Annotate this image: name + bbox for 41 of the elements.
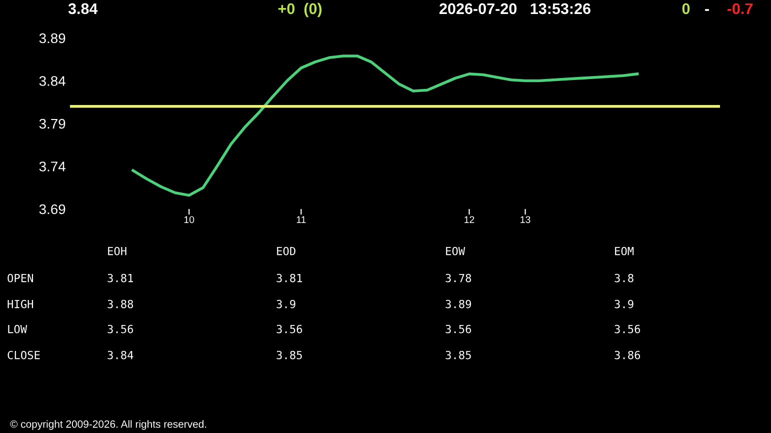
text: 0: [682, 3, 690, 14]
text: EOW: [446, 246, 466, 256]
text: 3.84: [108, 350, 134, 360]
y-tick-label: 3.69: [39, 204, 66, 214]
text: 3.88: [108, 300, 134, 308]
x-tick-label: 11: [296, 216, 306, 223]
text: -0.7: [727, 3, 752, 14]
text: 3.89: [446, 300, 472, 308]
text: 2026-07-20 13:53:26: [440, 3, 590, 14]
text: 3.56: [614, 324, 640, 334]
text: 3.56: [446, 324, 472, 334]
line-series: [132, 54, 639, 197]
text: LOW: [8, 324, 28, 334]
text: 3.56: [108, 324, 134, 334]
y-tick-label: 3.89: [39, 33, 66, 44]
text: EOH: [108, 246, 126, 256]
text: 3.56: [276, 324, 302, 334]
text: EOM: [615, 246, 634, 256]
text: 3.84: [68, 3, 98, 14]
text: 3.9: [614, 300, 634, 308]
text: HIGH: [8, 300, 34, 308]
text: 3.9: [276, 300, 296, 308]
text: 3.78: [446, 274, 472, 282]
x-tick-label: 12: [464, 216, 474, 223]
text: 3.85: [446, 350, 471, 360]
y-tick-label: 3.79: [39, 118, 66, 129]
text: 3.86: [614, 350, 640, 360]
text: OPEN: [8, 274, 34, 282]
text: CLOSE: [8, 350, 40, 360]
y-tick-label: 3.84: [39, 76, 66, 86]
text: © copyright 2009-2026. All rights reserved.: [10, 420, 206, 430]
y-tick-label: 3.74: [39, 162, 66, 172]
x-tick-label: 13: [520, 216, 530, 224]
text: 3.81: [276, 274, 302, 282]
text: EOD: [277, 246, 296, 256]
text: 3.81: [108, 274, 134, 282]
text: 3.8: [614, 274, 634, 282]
text: 3.85: [276, 350, 302, 360]
text: -: [705, 9, 709, 11]
text: +0 (0): [278, 2, 322, 18]
x-tick-label: 10: [184, 216, 194, 224]
